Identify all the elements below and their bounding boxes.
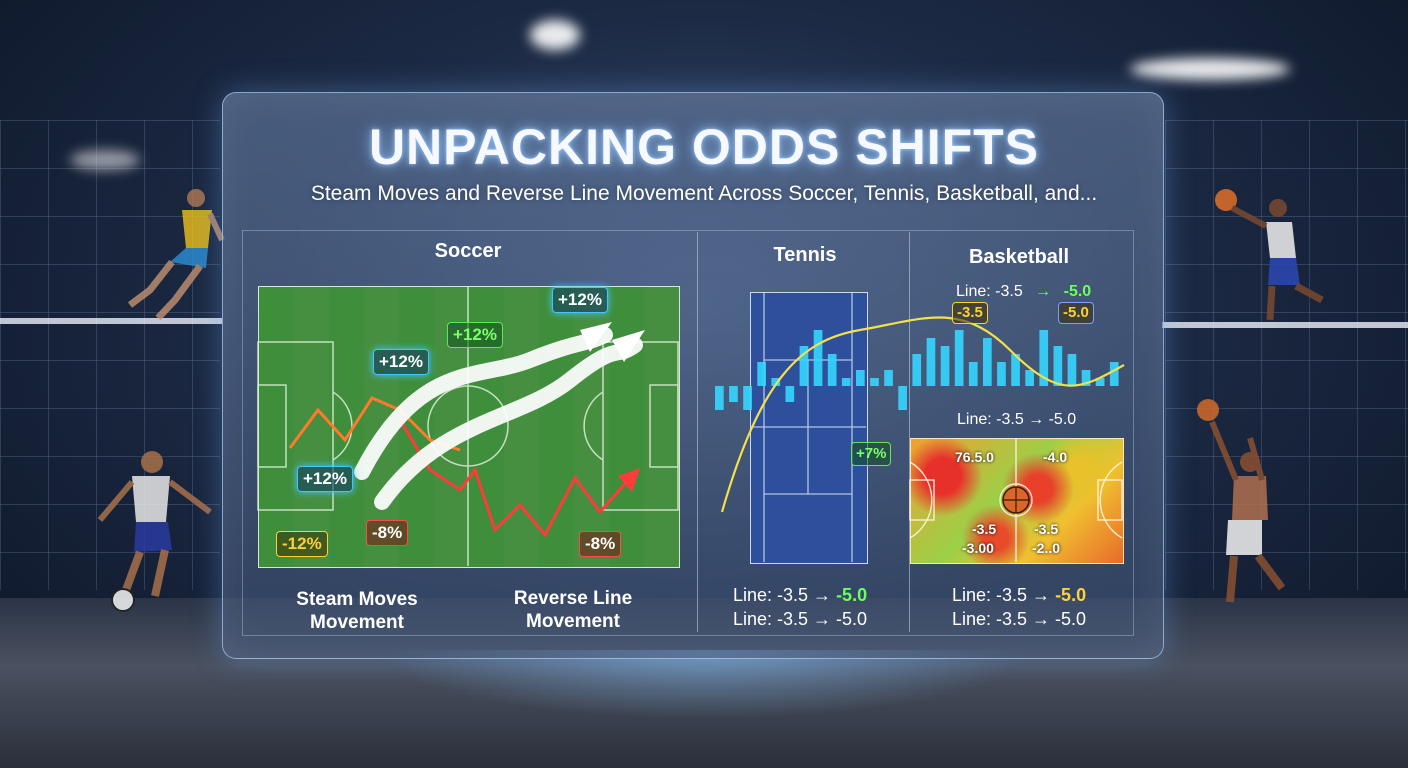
panel-floor-glow bbox=[380, 650, 1030, 720]
divider-soccer-tennis bbox=[697, 232, 698, 632]
reverse-line-movement-line bbox=[398, 419, 632, 538]
soccer-tag-top-middle: +12% bbox=[447, 322, 503, 348]
tennis-title: Tennis bbox=[773, 244, 837, 266]
tennis-line-2: Line: -3.5 → -5.0 bbox=[733, 609, 868, 629]
movement-bar bbox=[715, 386, 724, 410]
heat-value-tl: 76.5.0 bbox=[955, 449, 994, 465]
movement-bar bbox=[983, 338, 992, 386]
soccer-tag-mid-left: +12% bbox=[297, 466, 353, 492]
soccer-tag-upper-left: +12% bbox=[373, 349, 429, 375]
steam-moves-label: Steam Moves Movement bbox=[272, 588, 442, 634]
steam-arrow-upper-head bbox=[580, 322, 612, 352]
movement-bar bbox=[813, 330, 823, 386]
soccer-tag-neg-right: -8% bbox=[579, 531, 622, 557]
heat-value-tr: -4.0 bbox=[1043, 449, 1068, 465]
ceiling-light bbox=[530, 20, 580, 50]
tennis-line-1-value: -5.0 bbox=[836, 585, 868, 605]
soccer-player-bottom-figure bbox=[97, 451, 212, 612]
tennis-court bbox=[750, 292, 868, 564]
movement-bar bbox=[870, 378, 879, 386]
movement-bar bbox=[785, 386, 795, 402]
reverse-line-arrowhead bbox=[618, 468, 640, 492]
tennis-line-1: Line: -3.5 → -5.0 bbox=[733, 585, 867, 606]
basketball-tag-left: -3.5 bbox=[952, 302, 988, 324]
ceiling-light bbox=[1130, 58, 1290, 80]
reverse-line-label-line1: Reverse Line bbox=[513, 588, 633, 609]
movement-bar bbox=[926, 338, 936, 386]
basketball-line-1: Line: -3.5 → -5.0 bbox=[952, 585, 1086, 606]
movement-bar bbox=[729, 386, 738, 402]
ceiling-light bbox=[70, 150, 140, 170]
basketball-line-2: Line: -3.5 → -5.0 bbox=[952, 609, 1087, 629]
movement-bar bbox=[841, 378, 851, 386]
heat-value-bl1: -3.5 bbox=[972, 521, 997, 537]
movement-bar bbox=[743, 386, 752, 410]
soccer-tag-neg-middle: -8% bbox=[366, 520, 409, 546]
movement-bar bbox=[771, 378, 781, 386]
movement-bar bbox=[912, 354, 922, 386]
soccer-player-left-figure bbox=[127, 189, 225, 321]
heat-value-br1: -3.5 bbox=[1034, 521, 1059, 537]
movement-bar bbox=[757, 362, 766, 386]
basketball-top-line-arrow: → bbox=[1035, 283, 1052, 300]
basketball-top-line-prefix: Line: -3.5 bbox=[956, 283, 1023, 300]
steam-move-line bbox=[288, 396, 461, 452]
heat-value-bl2: -3.00 bbox=[962, 540, 994, 556]
steam-moves-label-line2: Movement bbox=[310, 612, 404, 633]
steam-arrow-upper bbox=[354, 327, 613, 480]
background-net-right bbox=[1165, 120, 1408, 590]
odds-curve-line bbox=[720, 316, 1125, 513]
movement-bar bbox=[1095, 378, 1105, 386]
basketball-top-line-value: -5.0 bbox=[1063, 283, 1092, 300]
movement-bar bbox=[997, 362, 1006, 386]
basketball-heat-label: Line: -3.5 → -5.0 bbox=[957, 411, 1077, 428]
basketball-player-bottom-right-figure bbox=[1197, 399, 1286, 603]
steam-moves-label-line1: Steam Moves bbox=[296, 589, 418, 610]
movement-bar bbox=[1053, 346, 1063, 386]
tennis-line-1-prefix: Line: -3.5 → bbox=[733, 585, 837, 605]
movement-bar bbox=[1067, 354, 1077, 386]
content-frame bbox=[242, 230, 1134, 636]
page-subtitle: Steam Moves and Reverse Line Movement Ac… bbox=[310, 182, 1098, 205]
tennis-tag: +7% bbox=[851, 442, 892, 466]
basketball-line-1-value: -5.0 bbox=[1055, 585, 1087, 605]
movement-bar bbox=[898, 386, 907, 410]
page-title: UNPACKING ODDS SHIFTS bbox=[368, 119, 1040, 175]
soccer-title: Soccer bbox=[434, 240, 502, 262]
movement-bar bbox=[968, 362, 978, 386]
movement-bar bbox=[856, 370, 865, 386]
net-rail-left bbox=[0, 318, 222, 324]
movement-bar bbox=[1011, 354, 1020, 386]
reverse-line-movement-label: Reverse Line Movement bbox=[488, 587, 658, 633]
soccer-tag-neg-left: -12% bbox=[276, 531, 328, 557]
movement-bar bbox=[1025, 370, 1034, 386]
movement-bar bbox=[884, 370, 893, 386]
heat-value-br2: -2..0 bbox=[1032, 540, 1061, 556]
soccer-tag-top-right: +12% bbox=[552, 287, 608, 313]
movement-bar bbox=[1081, 370, 1091, 386]
movement-bar bbox=[940, 346, 950, 386]
movement-bar bbox=[954, 330, 964, 386]
basketball-top-line: Line: -3.5 → -5.0 bbox=[956, 283, 1091, 301]
basketball-title: Basketball bbox=[968, 246, 1070, 268]
movement-bar bbox=[827, 354, 837, 386]
net-rail-right bbox=[1162, 322, 1408, 328]
divider-tennis-basketball bbox=[909, 232, 910, 632]
basketball-player-right-figure bbox=[1215, 189, 1324, 321]
reverse-line-label-line2: Movement bbox=[526, 611, 620, 632]
movement-bar bbox=[1039, 330, 1049, 386]
steam-arrow-lower-head bbox=[612, 330, 645, 362]
basketball-line-1-prefix: Line: -3.5 → bbox=[952, 585, 1056, 605]
movement-bar bbox=[1109, 362, 1119, 386]
movement-bar bbox=[799, 346, 809, 386]
basketball-tag-right: -5.0 bbox=[1058, 302, 1094, 324]
